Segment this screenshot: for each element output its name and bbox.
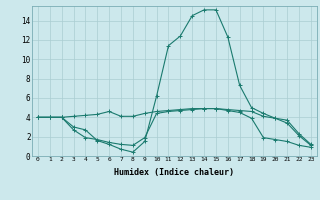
X-axis label: Humidex (Indice chaleur): Humidex (Indice chaleur) — [115, 168, 234, 177]
